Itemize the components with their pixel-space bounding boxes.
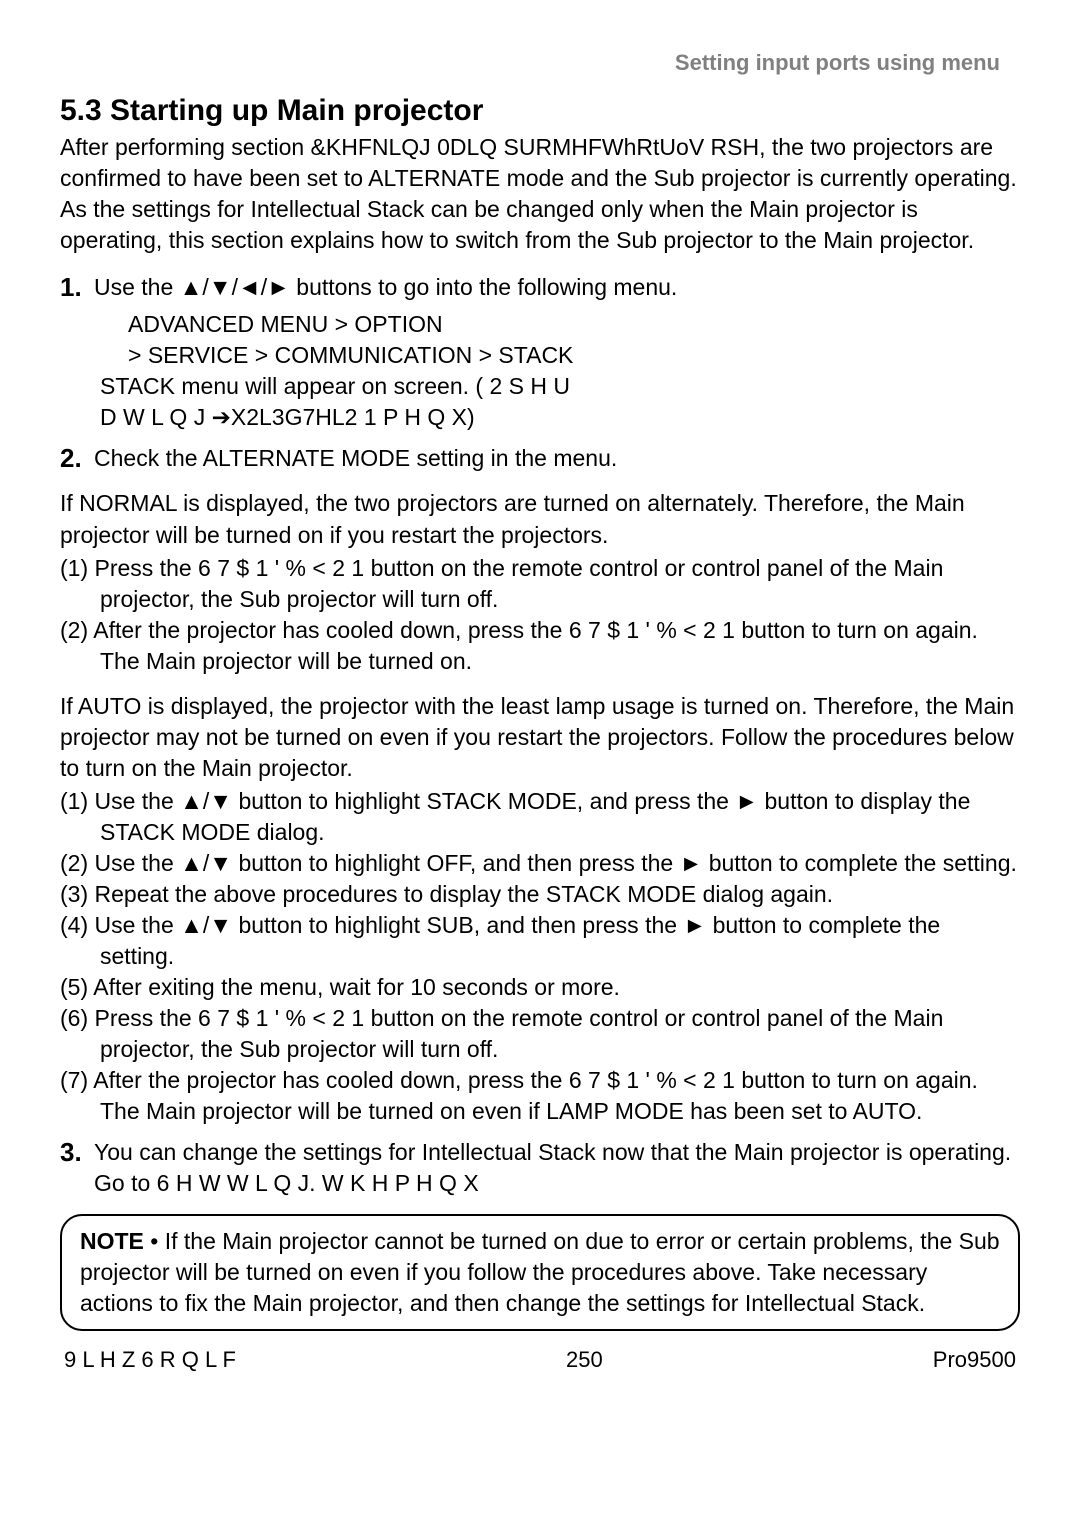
footer-right: Pro9500: [933, 1347, 1016, 1373]
step-1-line4: D W L Q J ➔X2L3G7HL2 1 P H Q X): [100, 402, 1020, 433]
footer-left: 9 L H Z 6 R Q L F: [64, 1347, 236, 1373]
step-1-line1: ADVANCED MENU > OPTION: [128, 309, 1020, 340]
auto-item-5: (5) After exiting the menu, wait for 10 …: [60, 972, 1020, 1003]
auto-item-2: (2) Use the ▲/▼ button to highlight OFF,…: [60, 848, 1020, 879]
step-2-number: 2.: [60, 443, 88, 474]
step-3: 3. You can change the settings for Intel…: [60, 1137, 1020, 1199]
step-1: 1. Use the ▲/▼/◄/► buttons to go into th…: [60, 272, 1020, 303]
step-3-text: You can change the settings for Intellec…: [94, 1137, 1020, 1199]
normal-item-2: (2) After the projector has cooled down,…: [60, 615, 1020, 677]
auto-item-7: (7) After the projector has cooled down,…: [60, 1065, 1020, 1127]
header-label: Setting input ports using menu: [60, 50, 1020, 76]
step-1-number: 1.: [60, 272, 88, 303]
note-box: NOTE • If the Main projector cannot be t…: [60, 1214, 1020, 1331]
step-3-number: 3.: [60, 1137, 88, 1168]
step-1-text: Use the ▲/▼/◄/► buttons to go into the f…: [94, 272, 1020, 303]
step-1-line3: STACK menu will appear on screen. ( 2 S …: [100, 371, 1020, 402]
normal-item-1: (1) Press the 6 7 $ 1 ' % < 2 1 button o…: [60, 553, 1020, 615]
auto-paragraph: If AUTO is displayed, the projector with…: [60, 691, 1020, 784]
auto-item-6: (6) Press the 6 7 $ 1 ' % < 2 1 button o…: [60, 1003, 1020, 1065]
note-label: NOTE: [80, 1228, 144, 1254]
footer-center: 250: [566, 1347, 603, 1373]
step-2-text: Check the ALTERNATE MODE setting in the …: [94, 443, 1020, 474]
normal-paragraph: If NORMAL is displayed, the two projecto…: [60, 488, 1020, 550]
note-text: • If the Main projector cannot be turned…: [80, 1228, 1000, 1316]
auto-item-3: (3) Repeat the above procedures to displ…: [60, 879, 1020, 910]
auto-item-1: (1) Use the ▲/▼ button to highlight STAC…: [60, 786, 1020, 848]
step-1-line2: > SERVICE > COMMUNICATION > STACK: [128, 340, 1020, 371]
section-title: 5.3 Starting up Main projector: [60, 94, 1020, 128]
step-2: 2. Check the ALTERNATE MODE setting in t…: [60, 443, 1020, 474]
auto-item-4: (4) Use the ▲/▼ button to highlight SUB,…: [60, 910, 1020, 972]
page-container: Setting input ports using menu 5.3 Start…: [0, 0, 1080, 1403]
section-intro: After performing section &KHFNLQJ 0DLQ S…: [60, 132, 1020, 256]
footer: 9 L H Z 6 R Q L F 250 Pro9500: [60, 1347, 1020, 1373]
